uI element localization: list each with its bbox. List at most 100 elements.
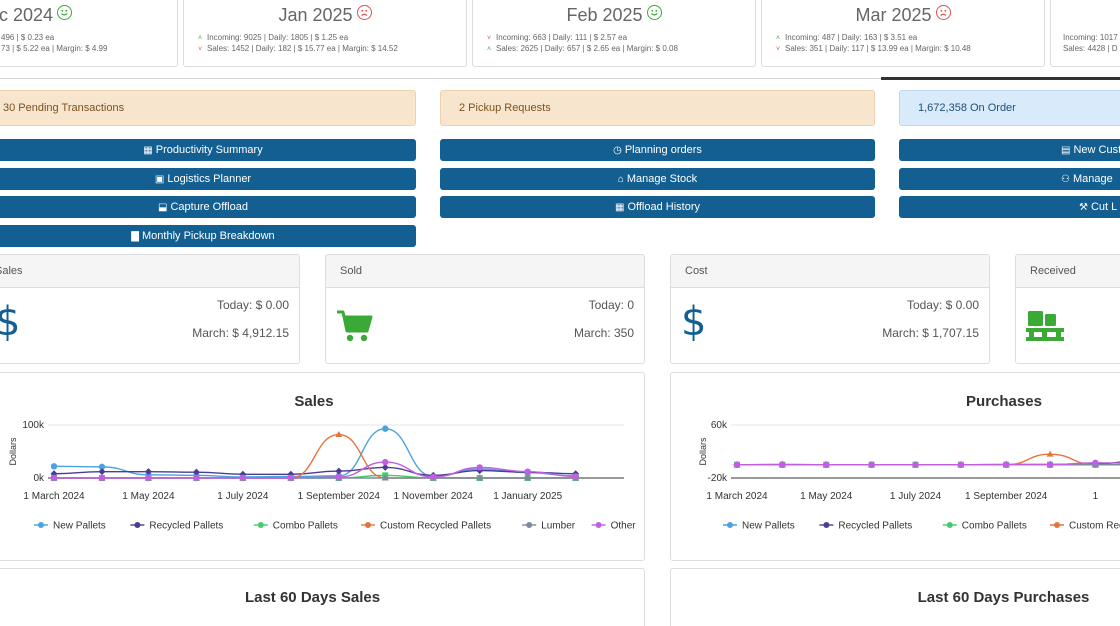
data-point bbox=[381, 463, 389, 471]
last-60-days-purchases-panel: Last 60 Days Purchases bbox=[670, 568, 1120, 626]
bar-chart-icon: ▇ bbox=[131, 231, 139, 242]
manage-button[interactable]: ⚇ Manage bbox=[899, 168, 1120, 190]
month-title: Feb 2025 bbox=[473, 5, 755, 26]
month-incoming-text: ˄ Incoming: 487 | Daily: 163 | $ 3.51 ea bbox=[776, 33, 918, 42]
month-title: ec 2024 bbox=[0, 5, 177, 26]
data-point bbox=[335, 467, 343, 475]
last-60-days-sales-panel: Last 60 Days Sales bbox=[0, 568, 645, 626]
x-tick-label: 1 March 2024 bbox=[23, 491, 85, 502]
manage-stock-button[interactable]: ⌂ Manage Stock bbox=[440, 168, 875, 190]
data-point bbox=[779, 461, 786, 468]
legend-marker bbox=[595, 522, 602, 528]
series-line bbox=[737, 462, 1120, 466]
x-tick-label: 1 January 2025 bbox=[493, 491, 562, 502]
data-point bbox=[193, 474, 200, 482]
cut-button[interactable]: ⚒ Cut L bbox=[899, 196, 1120, 218]
calendar-icon: ▣ bbox=[154, 174, 165, 185]
stat-month: March: 350 bbox=[573, 326, 634, 340]
month-sales-text: ˅ Sales: 1452 | Daily: 182 | $ 15.77 ea |… bbox=[198, 44, 398, 53]
data-point bbox=[382, 458, 389, 466]
x-tick-label: 1 July 2024 bbox=[890, 491, 942, 502]
dollar-icon: $ bbox=[0, 299, 20, 345]
data-point bbox=[868, 461, 875, 468]
sales-chart-panel: Sales Dollars 100k 0k 1 March 2024 1 May 2024… bbox=[0, 372, 645, 561]
data-point bbox=[1046, 461, 1054, 468]
data-point bbox=[524, 474, 532, 481]
monthly-pickup-breakdown-button[interactable]: ▇ Monthly Pickup Breakdown bbox=[0, 225, 416, 247]
stat-panel-sold: Sold Today: 0 March: 350 bbox=[325, 254, 645, 364]
sales-chart: Sales Dollars 100k 0k 1 March 2024 1 May 2024… bbox=[8, 393, 636, 532]
stat-panel-received: Received bbox=[1015, 254, 1120, 364]
month-sales-text: ˅ Sales: 351 | Daily: 117 | $ 13.99 ea | … bbox=[776, 44, 971, 53]
data-point bbox=[335, 473, 343, 481]
happy-face-icon bbox=[646, 5, 662, 20]
panel-title: Last 60 Days Purchases bbox=[917, 589, 1090, 606]
stat-title: Sold bbox=[326, 255, 644, 288]
y-tick-label: 0k bbox=[33, 473, 45, 484]
data-point bbox=[144, 468, 152, 476]
pickup-requests-alert[interactable]: 2 Pickup Requests bbox=[440, 90, 875, 126]
legend-marker bbox=[823, 522, 830, 528]
series-line bbox=[737, 453, 1120, 466]
month-title: Jan 2025 bbox=[184, 5, 466, 26]
data-point bbox=[50, 474, 58, 482]
logistics-planner-button[interactable]: ▣ Logistics Planner bbox=[0, 168, 416, 190]
stat-month: March: $ 4,912.15 bbox=[192, 326, 289, 340]
y-tick-label: 60k bbox=[711, 420, 728, 431]
data-point bbox=[239, 470, 247, 478]
month-card-dec-2024[interactable]: ec 2024 496 | $ 0.23 ea 73 | $ 5.22 ea |… bbox=[0, 0, 178, 67]
data-point bbox=[98, 474, 106, 482]
month-card-mar-2025[interactable]: Mar 2025 ˄ Incoming: 487 | Daily: 163 | $… bbox=[761, 0, 1045, 67]
y-tick-label: 100k bbox=[22, 420, 45, 431]
legend-marker bbox=[946, 522, 953, 528]
legend-marker bbox=[134, 522, 141, 528]
chart-title: Sales bbox=[294, 393, 333, 410]
stat-today: Today: $ 0.00 bbox=[906, 298, 979, 312]
month-card-feb-2025[interactable]: Feb 2025 ˅ Incoming: 663 | Daily: 111 | $… bbox=[472, 0, 756, 67]
legend-marker bbox=[257, 522, 264, 528]
dolly-icon: ⬓ bbox=[158, 202, 168, 213]
data-point bbox=[192, 468, 200, 476]
stat-month: March: $ 1,707.15 bbox=[882, 326, 979, 340]
data-point bbox=[1002, 461, 1010, 468]
month-sales-text: Sales: 4428 | D bbox=[1063, 44, 1118, 53]
data-point bbox=[50, 463, 58, 470]
series-line bbox=[53, 428, 576, 478]
x-tick-label: 1 May 2024 bbox=[122, 491, 175, 502]
legend-label: Combo Pallets bbox=[273, 521, 338, 532]
sad-face-icon bbox=[935, 5, 951, 20]
month-incoming-text: Incoming: 1017 bbox=[1063, 33, 1118, 42]
chevron-up-icon: ˄ bbox=[776, 35, 781, 42]
productivity-summary-button[interactable]: ▦ Productivity Summary bbox=[0, 139, 416, 161]
hammer-icon: ⚒ bbox=[1079, 202, 1088, 213]
stat-title: Received bbox=[1016, 255, 1120, 288]
data-point bbox=[287, 470, 295, 478]
x-tick-label: 1 March 2024 bbox=[706, 491, 768, 502]
cart-icon bbox=[336, 309, 374, 348]
capture-offload-button[interactable]: ⬓ Capture Offload bbox=[0, 196, 416, 218]
legend-label: Custom Recycled Pallets bbox=[380, 521, 491, 532]
data-point bbox=[381, 474, 389, 481]
y-tick-label: -20k bbox=[708, 473, 728, 484]
month-card-jan-2025[interactable]: Jan 2025 ˄ Incoming: 9025 | Daily: 1805 |… bbox=[183, 0, 467, 67]
offload-history-button[interactable]: ▦ Offload History bbox=[440, 196, 875, 218]
pending-transactions-alert[interactable]: 30 Pending Transactions bbox=[0, 90, 416, 126]
tab-divider bbox=[0, 78, 1120, 79]
legend-marker bbox=[365, 522, 371, 528]
y-axis-label: Dollars bbox=[698, 437, 708, 466]
month-incoming-text: ˄ Incoming: 9025 | Daily: 1805 | $ 1.25 e… bbox=[198, 33, 349, 42]
legend-label: Recycled Pallets bbox=[838, 521, 912, 532]
data-point bbox=[572, 473, 579, 480]
on-order-alert[interactable]: 1,672,358 On Order bbox=[899, 90, 1120, 126]
legend-marker bbox=[526, 522, 533, 528]
x-tick-label: 1 July 2024 bbox=[217, 491, 269, 502]
month-title: Mar 2025 bbox=[762, 5, 1044, 26]
new-customer-button[interactable]: ▤New Custo bbox=[899, 139, 1120, 161]
month-card-next[interactable]: Incoming: 1017 Sales: 4428 | D bbox=[1050, 0, 1120, 67]
x-tick-label: 1 September 2024 bbox=[965, 491, 1048, 502]
planning-orders-button[interactable]: ◷ Planning orders bbox=[440, 139, 875, 161]
data-point bbox=[912, 461, 919, 468]
stat-panel-sales: Sales $ Today: $ 0.00 March: $ 4,912.15 bbox=[0, 254, 300, 364]
month-sales-text: 73 | $ 5.22 ea | Margin: $ 4.99 bbox=[1, 44, 108, 53]
